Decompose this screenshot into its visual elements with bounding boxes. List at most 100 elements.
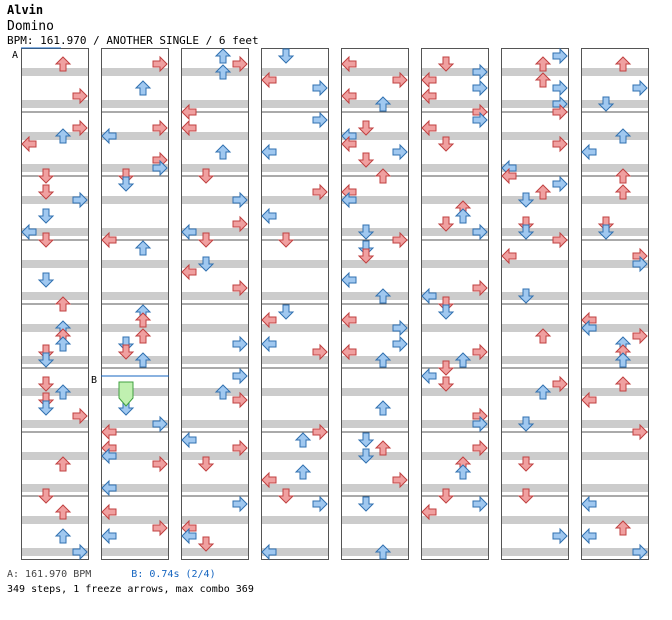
step-arrow (37, 232, 55, 248)
step-arrow (312, 79, 328, 97)
step-arrow (261, 207, 277, 225)
step-arrow (357, 432, 375, 448)
step-arrow (312, 423, 328, 441)
step-arrow (152, 55, 168, 73)
step-arrow (357, 224, 375, 240)
step-arrow (581, 319, 597, 337)
step-arrow (517, 224, 535, 240)
step-arrow (374, 544, 392, 560)
chart-column (421, 48, 489, 560)
step-arrow (341, 191, 357, 209)
step-arrow (37, 168, 55, 184)
marker-a: A (12, 50, 18, 61)
step-arrow (374, 400, 392, 416)
step-arrow (421, 71, 437, 89)
step-arrow (614, 376, 632, 392)
step-arrow (261, 143, 277, 161)
step-arrow (392, 319, 408, 337)
step-arrow (54, 56, 72, 72)
step-arrow (54, 296, 72, 312)
step-arrow (472, 223, 488, 241)
step-arrow (294, 464, 312, 480)
step-arrow (581, 391, 597, 409)
step-arrow (437, 56, 455, 72)
step-arrow (232, 279, 248, 297)
step-arrow (341, 135, 357, 153)
step-arrow (214, 64, 232, 80)
song-title: Domino (7, 19, 54, 34)
step-arrow (101, 479, 117, 497)
step-arrow (392, 231, 408, 249)
step-arrow (181, 527, 197, 545)
step-arrow (134, 80, 152, 96)
step-arrow (437, 488, 455, 504)
step-arrow (134, 328, 152, 344)
step-arrow (312, 343, 328, 361)
step-arrow (277, 48, 295, 64)
step-arrow (152, 519, 168, 537)
step-arrow (261, 543, 277, 561)
step-arrow (437, 304, 455, 320)
step-arrow (552, 135, 568, 153)
step-arrow (341, 55, 357, 73)
step-arrow (472, 79, 488, 97)
step-arrow (214, 48, 232, 64)
chart-column (501, 48, 569, 560)
step-arrow (232, 215, 248, 233)
step-arrow (101, 503, 117, 521)
footer-timing: A: 161.970 BPM B: 0.74s (2/4) (7, 569, 216, 580)
step-arrow (197, 456, 215, 472)
step-arrow (294, 432, 312, 448)
step-arrow (341, 343, 357, 361)
step-arrow (54, 384, 72, 400)
step-arrow (517, 192, 535, 208)
step-arrow (37, 272, 55, 288)
freeze-arrow (118, 381, 134, 407)
step-arrow (72, 119, 88, 137)
step-arrow (597, 96, 615, 112)
step-arrow (54, 336, 72, 352)
step-arrow (117, 344, 135, 360)
step-arrow (54, 528, 72, 544)
step-arrow (21, 223, 37, 241)
step-arrow (101, 127, 117, 145)
step-arrow (37, 208, 55, 224)
step-arrow (614, 56, 632, 72)
step-arrow (454, 208, 472, 224)
step-arrow (392, 71, 408, 89)
step-arrow (72, 87, 88, 105)
step-arrow (454, 464, 472, 480)
step-arrow (552, 175, 568, 193)
step-arrow (134, 240, 152, 256)
step-arrow (501, 247, 517, 265)
step-arrow (37, 184, 55, 200)
step-arrow (181, 103, 197, 121)
step-arrow (392, 471, 408, 489)
step-arrow (341, 271, 357, 289)
step-arrow (534, 184, 552, 200)
step-arrow (472, 63, 488, 81)
step-arrow (277, 488, 295, 504)
bpm-line: A: 161.970 BPM (7, 569, 92, 580)
step-arrow (614, 184, 632, 200)
step-arrow (101, 231, 117, 249)
step-arrow (37, 376, 55, 392)
step-arrow (632, 79, 648, 97)
step-arrow (517, 416, 535, 432)
step-arrow (437, 136, 455, 152)
step-arrow (277, 304, 295, 320)
step-arrow (534, 56, 552, 72)
step-arrow (534, 328, 552, 344)
step-arrow (181, 223, 197, 241)
step-arrow (374, 96, 392, 112)
step-arrow (197, 256, 215, 272)
step-arrow (117, 176, 135, 192)
step-arrow (357, 120, 375, 136)
step-arrow (181, 263, 197, 281)
step-arrow (101, 423, 117, 441)
step-arrow (232, 191, 248, 209)
step-arrow (472, 343, 488, 361)
step-arrow (552, 527, 568, 545)
step-arrow (421, 119, 437, 137)
step-arrow (614, 520, 632, 536)
